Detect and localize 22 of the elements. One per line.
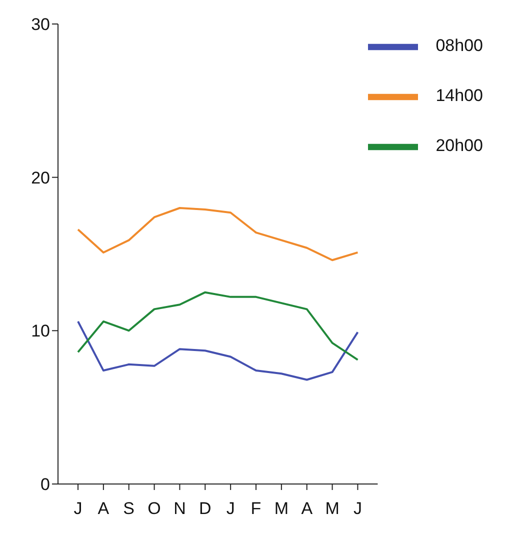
legend-label: 20h00 — [436, 136, 483, 156]
x-tick-label: N — [174, 499, 186, 518]
x-tick-label: S — [123, 499, 135, 518]
line-series — [77, 291, 359, 361]
x-tick-label: J — [226, 499, 235, 518]
y-tick-label: 30 — [31, 15, 50, 34]
x-tick-label: M — [274, 499, 289, 518]
y-tick-label: 20 — [31, 168, 50, 188]
line-series — [77, 320, 359, 381]
y-tick-label: 0 — [40, 475, 50, 494]
line-series — [77, 207, 359, 262]
y-tick-label: 10 — [31, 322, 50, 341]
x-tick-label: M — [325, 499, 340, 518]
x-tick-label: J — [353, 499, 362, 518]
x-tick-label: F — [250, 499, 262, 518]
legend-label: 08h00 — [436, 36, 483, 56]
x-tick-label: O — [148, 499, 161, 518]
legend-label: 14h00 — [436, 86, 483, 106]
x-tick-label: D — [199, 499, 212, 518]
x-tick-label: A — [301, 499, 314, 518]
x-tick-label: J — [74, 499, 82, 518]
x-tick-label: A — [98, 499, 110, 518]
